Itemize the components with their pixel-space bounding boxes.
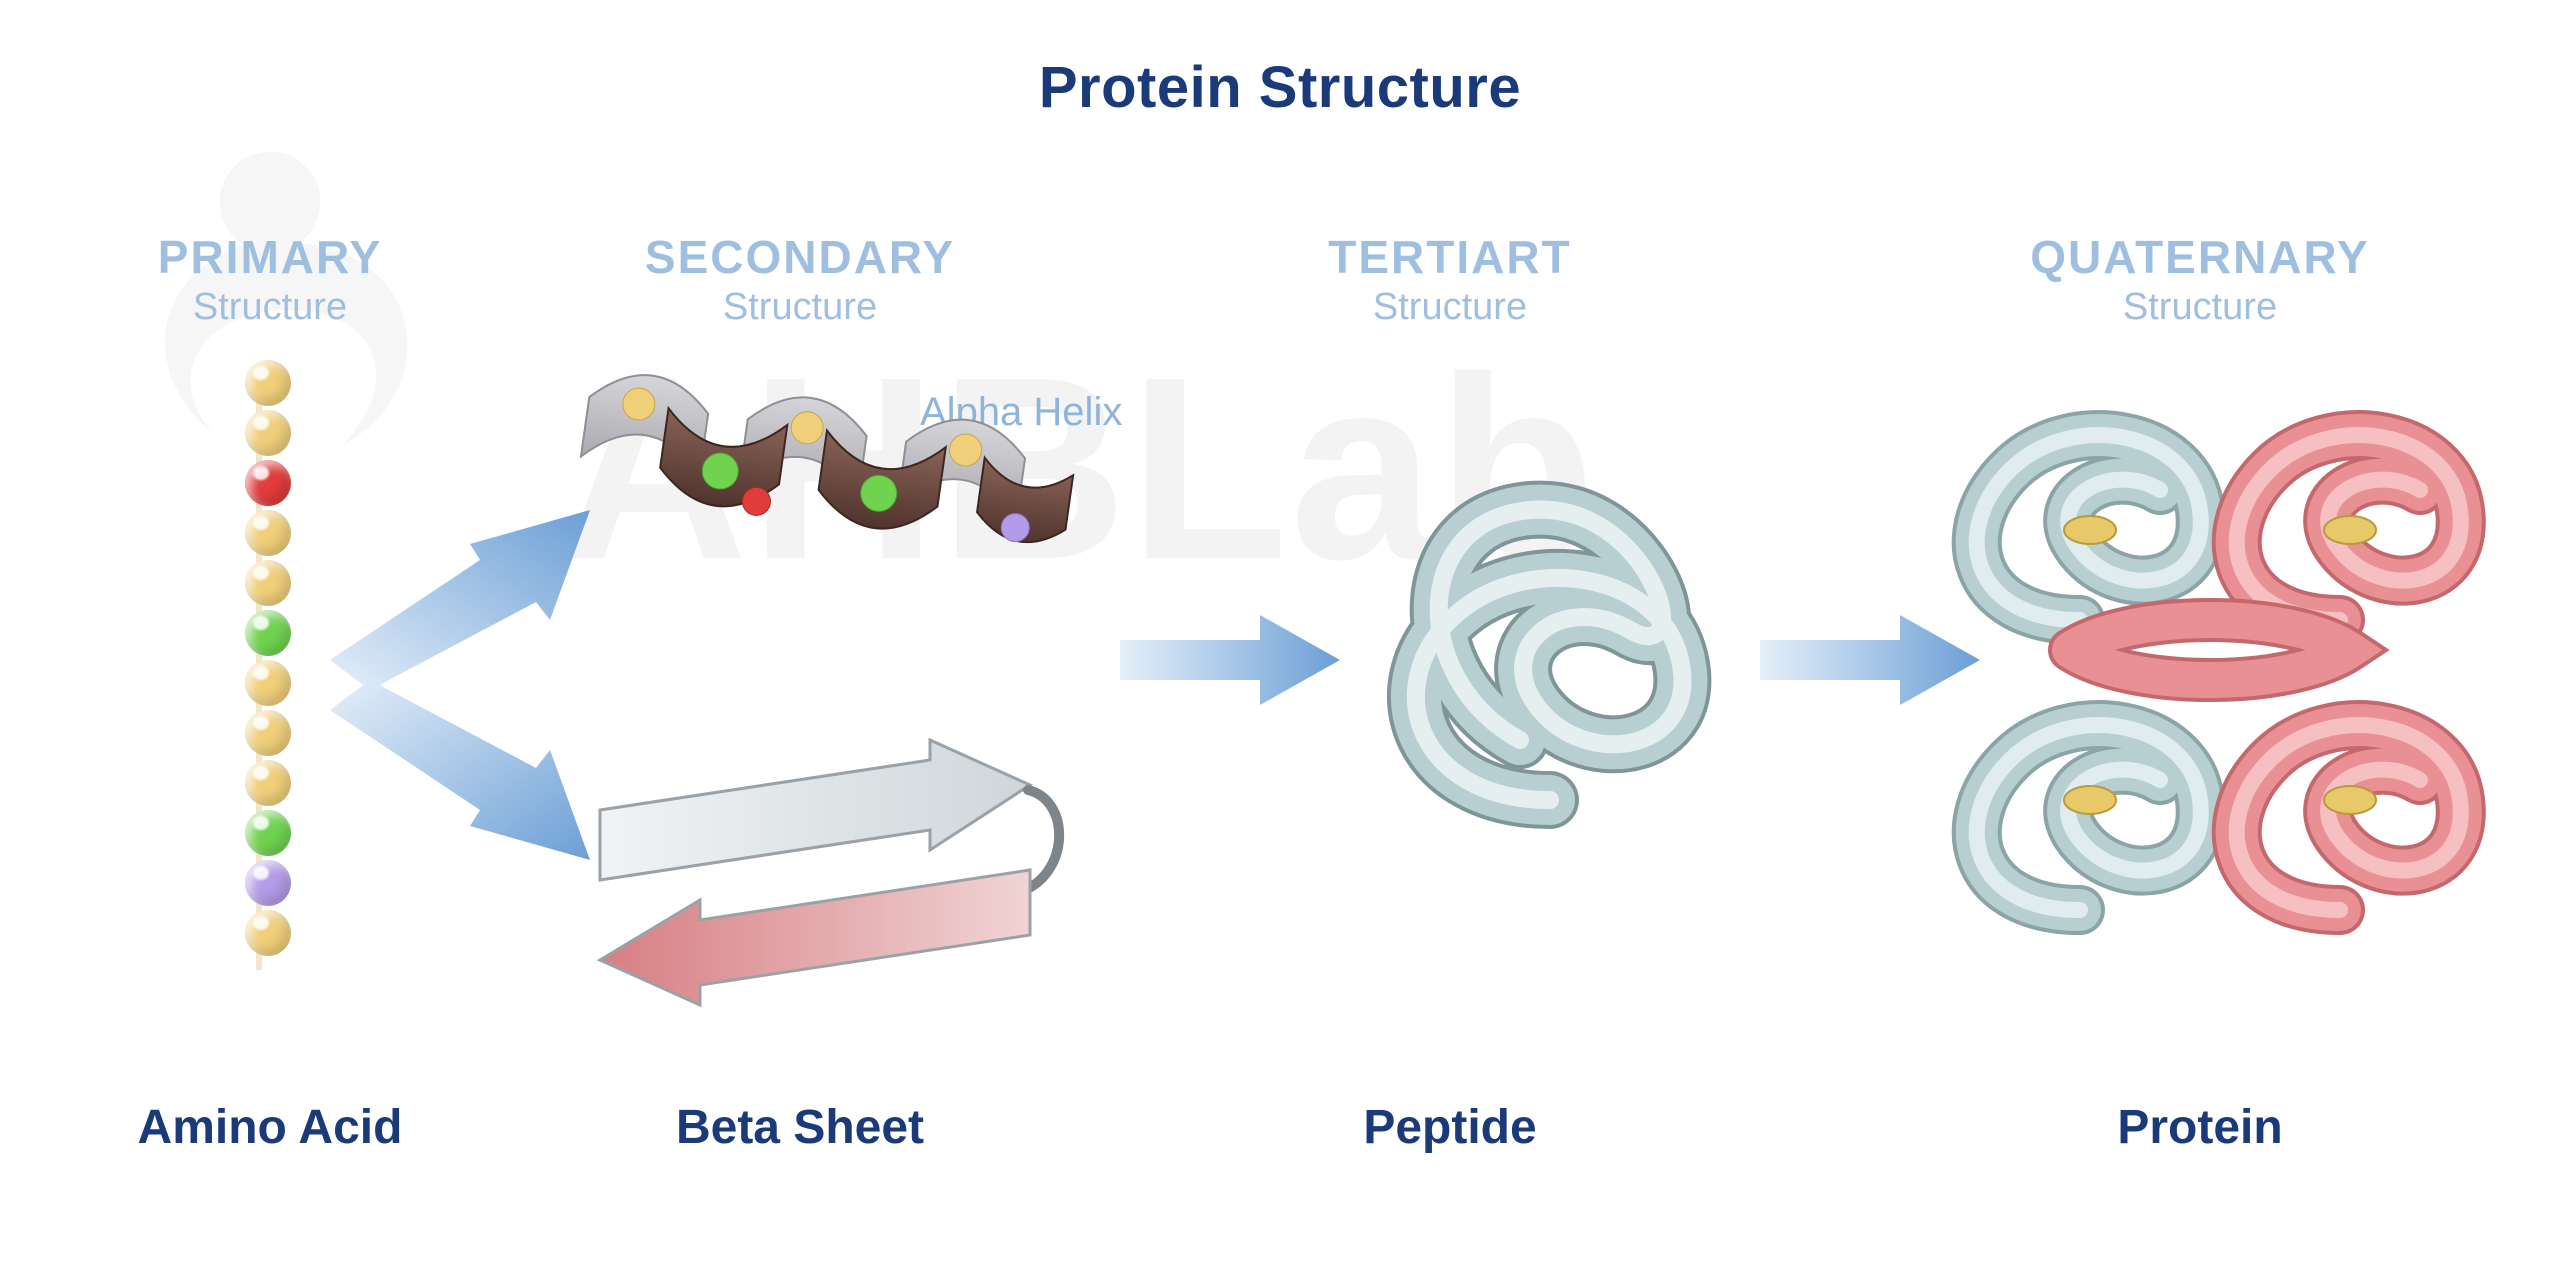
amino-acid-bead bbox=[245, 410, 291, 456]
beta-sheet-icon bbox=[570, 730, 1070, 1010]
amino-acid-chain bbox=[236, 360, 300, 980]
level-header-tertiary: TERTIART Structure bbox=[1190, 230, 1710, 329]
amino-acid-bead bbox=[245, 610, 291, 656]
arrow-split-up-icon bbox=[330, 490, 590, 690]
amino-acid-bead bbox=[245, 710, 291, 756]
level-header-secondary: SECONDARY Structure bbox=[540, 230, 1060, 329]
peptide-knot-icon bbox=[1340, 440, 1760, 860]
level-title: TERTIART bbox=[1190, 230, 1710, 284]
level-sub: Structure bbox=[10, 286, 530, 329]
amino-acid-bead bbox=[245, 760, 291, 806]
level-sub: Structure bbox=[1940, 286, 2460, 329]
quaternary-structure-icon bbox=[1930, 370, 2490, 950]
level-sub: Structure bbox=[1190, 286, 1710, 329]
amino-acid-bead bbox=[245, 810, 291, 856]
amino-acid-bead bbox=[245, 460, 291, 506]
amino-acid-bead bbox=[245, 860, 291, 906]
level-title: PRIMARY bbox=[10, 230, 530, 284]
amino-acid-bead bbox=[245, 560, 291, 606]
amino-acid-bead bbox=[245, 360, 291, 406]
arrow-split-down-icon bbox=[330, 680, 590, 880]
amino-acid-bead bbox=[245, 910, 291, 956]
amino-acid-bead bbox=[245, 510, 291, 556]
level-sub: Structure bbox=[540, 286, 1060, 329]
amino-acid-bead bbox=[245, 660, 291, 706]
level-header-primary: PRIMARY Structure bbox=[10, 230, 530, 329]
level-title: QUATERNARY bbox=[1940, 230, 2460, 284]
bottom-label-primary: Amino Acid bbox=[10, 1100, 530, 1155]
arrow-secondary-to-tertiary-icon bbox=[1120, 600, 1340, 720]
bottom-label-tertiary: Peptide bbox=[1190, 1100, 1710, 1155]
bottom-label-secondary: Beta Sheet bbox=[540, 1100, 1060, 1155]
level-title: SECONDARY bbox=[540, 230, 1060, 284]
bottom-label-quaternary: Protein bbox=[1940, 1100, 2460, 1155]
alpha-helix-icon bbox=[560, 370, 1080, 590]
page-title: Protein Structure bbox=[0, 54, 2560, 121]
level-header-quaternary: QUATERNARY Structure bbox=[1940, 230, 2460, 329]
